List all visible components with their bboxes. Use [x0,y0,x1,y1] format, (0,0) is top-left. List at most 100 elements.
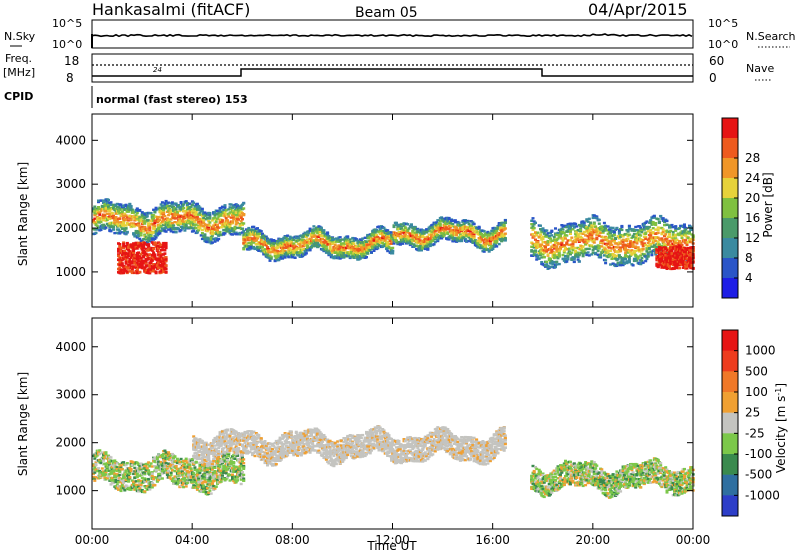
echo-cell [647,225,651,229]
echo-cell [269,257,273,260]
echo-cell [597,244,601,248]
echo-cell [189,225,193,229]
echo-cell [183,229,187,232]
echo-cell [575,231,579,234]
echo-cell [565,241,569,244]
echo-cell [627,256,631,259]
echo-cell [95,207,99,210]
echo-cell-strong [127,267,131,270]
echo-cell [272,246,276,249]
echo-cell [122,222,126,225]
echo-cell [562,251,566,254]
echo-cell [124,218,128,222]
echo-cell [234,223,238,226]
echo-cell-strong [124,258,128,261]
echo-cell [621,238,625,242]
echo-cell [574,232,578,236]
echo-cell [612,230,616,233]
echo-cell [441,228,445,231]
echo-cell [612,231,616,235]
echo-cell [154,207,158,210]
echo-cell [164,226,168,229]
echo-cell [336,237,340,241]
echo-cell [159,229,163,233]
echo-cell [502,223,506,226]
echo-cell [241,203,244,206]
echo-cell [118,211,122,215]
echo-cell [99,199,103,202]
echo-cell [213,211,217,214]
echo-cell [660,226,664,230]
echo-cell [312,239,316,243]
echo-cell [95,210,99,213]
echo-cell-strong [119,246,123,250]
echo-cell [421,234,425,237]
echo-cell [541,237,545,240]
echo-cell [368,246,372,249]
echo-cell [531,242,535,245]
echo-cell [440,216,444,219]
echo-cell [631,264,635,267]
echo-cell [253,229,257,232]
echo-cell [347,247,351,250]
echo-cell [359,252,363,256]
echo-cell [122,220,126,223]
echo-cell [192,209,196,213]
echo-cell [242,222,246,225]
echo-cell [103,214,107,217]
echo-cell-strong [134,243,138,246]
echo-cell [301,235,305,239]
echo-cell [202,216,206,220]
echo-cell [614,246,618,249]
echo-cell [99,228,103,231]
echo-cell [344,241,348,244]
echo-cell [418,239,422,242]
echo-cell [635,232,639,236]
echo-cell-strong [144,262,148,265]
echo-cell-strong [153,254,157,258]
echo-cell [331,240,335,243]
echo-cell [238,224,242,227]
echo-cell [636,257,640,260]
echo-cell [549,241,552,244]
echo-cell [420,249,423,252]
echo-cell [627,258,631,261]
echo-cell [627,224,631,228]
echo-cell-strong [148,271,152,275]
echo-cell [187,220,191,223]
echo-cell [269,241,273,245]
echo-cell [561,239,565,242]
echo-cell [395,240,398,243]
echo-cell [581,254,585,258]
echo-cell-strong [120,258,124,262]
echo-cell [486,236,490,239]
echo-cell [363,236,367,239]
echo-cell [566,252,570,255]
echo-cell [104,204,108,207]
echo-cell [249,245,253,248]
echo-cell [272,245,276,248]
echo-cell [607,228,611,231]
echo-cell [472,222,476,226]
echo-cell [547,234,551,238]
echo-cell-strong [118,263,122,267]
echo-cell [616,243,620,246]
echo-cell [465,239,469,243]
echo-cell [167,224,171,227]
echo-cell [532,226,536,230]
echo-cell [113,231,117,235]
echo-cell [188,202,192,205]
echo-cell [576,237,580,240]
echo-cell [602,246,606,249]
echo-cell [622,243,626,247]
echo-cell [142,230,146,233]
echo-cell [197,229,201,232]
echo-cell [114,217,118,220]
echo-cell [208,215,212,218]
echo-cell [446,232,450,235]
echo-cell [139,218,143,221]
echo-cell-strong [147,243,151,246]
echo-cell [545,263,549,266]
echo-cell [552,251,556,254]
echo-cell [606,249,610,252]
